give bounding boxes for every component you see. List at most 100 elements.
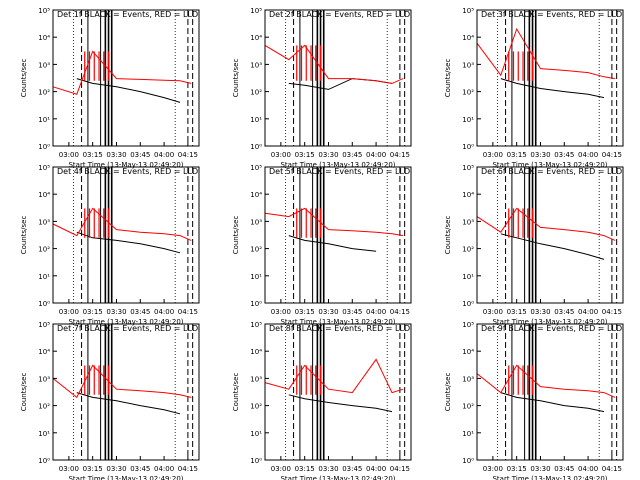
y-tick-label: 10⁵ <box>462 321 474 329</box>
series-line-lld <box>264 44 404 84</box>
x-tick-label: 03:45 <box>554 308 574 316</box>
plot-frame <box>52 166 200 304</box>
x-tick-label: 03:00 <box>59 151 79 159</box>
x-axis-label: Start Time (13-May-13 02:49:20) <box>280 318 395 326</box>
y-tick-label: 10² <box>38 89 50 97</box>
x-axis-label: Start Time (13-May-13 02:49:20) <box>492 475 607 480</box>
series-line-events <box>500 78 605 99</box>
y-tick-label: 10¹ <box>462 430 474 438</box>
y-tick-label: 10⁰ <box>38 143 50 151</box>
x-axis-label: Start Time (13-May-13 02:49:20) <box>492 318 607 326</box>
x-tick-label: 04:00 <box>578 465 598 473</box>
y-tick-label: 10³ <box>38 61 50 69</box>
y-tick-label: 10³ <box>38 375 50 383</box>
plot-frame <box>52 9 200 147</box>
y-tick-label: 10⁰ <box>462 457 474 465</box>
chart-panel-3: 10⁰ 10¹ 10² 10³ 10⁴ 10⁵ 03:00 03:15 03:30 03:45 04… <box>444 7 624 169</box>
y-axis-label: Counts/sec <box>20 59 28 98</box>
y-tick-label: 10² <box>38 246 50 254</box>
plot-frame <box>476 323 624 461</box>
y-axis-label: Counts/sec <box>444 59 452 98</box>
x-tick-label: 03:30 <box>106 308 126 316</box>
series-line-events <box>500 233 605 260</box>
y-tick-label: 10⁵ <box>462 7 474 15</box>
y-axis-label: Counts/sec <box>444 216 452 255</box>
y-tick-label: 10⁴ <box>462 191 474 199</box>
y-tick-label: 10² <box>462 89 474 97</box>
x-axis-label: Start Time (13-May-13 02:49:20) <box>68 161 183 169</box>
y-tick-label: 10⁵ <box>250 164 262 172</box>
chart-title: Det 5f BLACK = Events, RED = LLD <box>269 167 410 176</box>
x-tick-label: 03:00 <box>271 151 291 159</box>
chart-panel-4: 10⁰ 10¹ 10² 10³ 10⁴ 10⁵ 03:00 03:15 03:30 03:45 04… <box>20 164 200 326</box>
x-tick-label: 03:15 <box>295 465 315 473</box>
y-tick-label: 10³ <box>462 375 474 383</box>
y-tick-label: 10⁵ <box>250 321 262 329</box>
x-tick-label: 03:15 <box>295 151 315 159</box>
y-axis-label: Counts/sec <box>444 373 452 412</box>
plot-frame <box>264 323 412 461</box>
x-tick-label: 03:45 <box>554 151 574 159</box>
y-tick-label: 10³ <box>250 61 262 69</box>
x-axis-label: Start Time (13-May-13 02:49:20) <box>68 475 183 480</box>
x-tick-label: 04:00 <box>154 151 174 159</box>
y-tick-label: 10³ <box>250 218 262 226</box>
y-tick-label: 10⁰ <box>250 300 262 308</box>
y-tick-label: 10⁴ <box>462 34 474 42</box>
x-tick-label: 04:00 <box>154 308 174 316</box>
chart-title: Det 8f BLACK = Events, RED = LLD <box>269 324 410 333</box>
y-tick-label: 10⁵ <box>462 164 474 172</box>
y-tick-label: 10⁴ <box>462 348 474 356</box>
series-line-events <box>76 392 181 415</box>
chart-panel-9: 10⁰ 10¹ 10² 10³ 10⁴ 10⁵ 03:00 03:15 03:30 03:45 04… <box>444 321 624 480</box>
y-tick-label: 10³ <box>462 218 474 226</box>
series-line-lld <box>52 207 192 241</box>
x-tick-label: 04:15 <box>390 465 410 473</box>
chart-title: Det 6f BLACK = Events, RED = LLD <box>481 167 622 176</box>
plot-frame <box>476 166 624 304</box>
x-tick-label: 03:15 <box>83 151 103 159</box>
y-tick-label: 10² <box>462 403 474 411</box>
x-tick-label: 04:00 <box>578 308 598 316</box>
y-tick-label: 10⁴ <box>38 191 50 199</box>
x-tick-label: 04:15 <box>390 308 410 316</box>
chart-title: Det 4f BLACK = Events, RED = LLD <box>57 167 198 176</box>
y-tick-label: 10⁴ <box>38 348 50 356</box>
series-line-lld <box>52 50 192 95</box>
x-tick-label: 04:15 <box>178 308 198 316</box>
y-tick-label: 10⁰ <box>38 300 50 308</box>
y-tick-label: 10⁰ <box>462 300 474 308</box>
y-tick-label: 10⁰ <box>250 457 262 465</box>
y-tick-label: 10⁰ <box>250 143 262 151</box>
y-tick-label: 10² <box>462 246 474 254</box>
chart-panel-6: 10⁰ 10¹ 10² 10³ 10⁴ 10⁵ 03:00 03:15 03:30 03:45 04… <box>444 164 624 326</box>
y-tick-label: 10¹ <box>250 273 262 281</box>
chart-title: Det 7f BLACK = Events, RED = LLD <box>57 324 198 333</box>
y-tick-label: 10⁵ <box>38 7 50 15</box>
x-tick-label: 04:00 <box>154 465 174 473</box>
y-tick-label: 10⁵ <box>38 164 50 172</box>
series-line-lld <box>476 207 616 241</box>
y-axis-label: Counts/sec <box>232 59 240 98</box>
y-tick-label: 10⁴ <box>250 348 262 356</box>
series-line-events <box>288 78 393 90</box>
chart-title: Det 2f BLACK = Events, RED = LLD <box>269 10 410 19</box>
x-tick-label: 04:00 <box>366 308 386 316</box>
chart-title: Det 1f BLACK = Events, RED = LLD <box>57 10 198 19</box>
chart-title: Det 3f BLACK = Events, RED = LLD <box>481 10 622 19</box>
y-tick-label: 10¹ <box>462 273 474 281</box>
y-tick-label: 10¹ <box>250 116 262 124</box>
series-line-events <box>288 235 377 252</box>
x-tick-label: 03:15 <box>83 465 103 473</box>
series-line-lld <box>476 27 616 80</box>
x-tick-label: 04:15 <box>390 151 410 159</box>
y-tick-label: 10⁴ <box>250 34 262 42</box>
chart-panel-1: 10⁰ 10¹ 10² 10³ 10⁴ 10⁵ 03:00 03:15 03:30 03:45 04… <box>20 7 200 169</box>
series-line-lld <box>264 358 404 394</box>
x-tick-label: 04:00 <box>366 151 386 159</box>
plot-frame <box>476 9 624 147</box>
series-line-events <box>500 392 605 413</box>
y-tick-label: 10¹ <box>38 430 50 438</box>
x-tick-label: 03:30 <box>318 465 338 473</box>
y-tick-label: 10¹ <box>250 430 262 438</box>
